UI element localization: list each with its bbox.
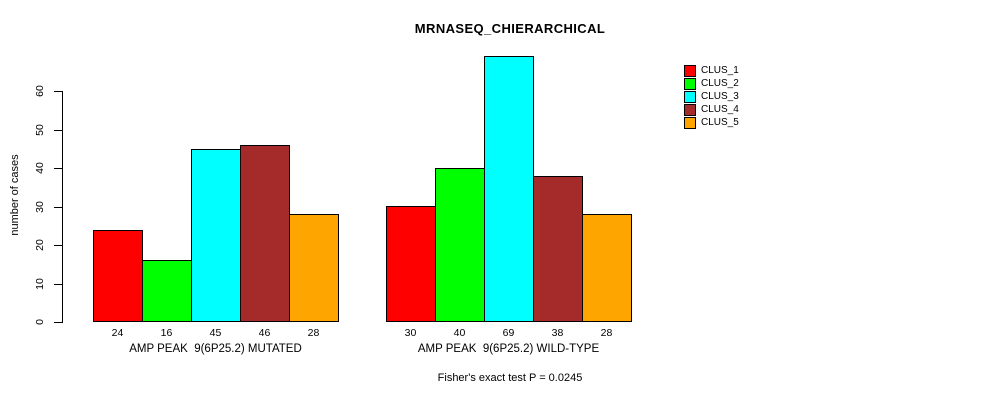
y-tick [54,168,62,169]
legend-label: CLUS_4 [701,104,739,115]
bar-value-label: 69 [502,327,515,339]
bar-value-label: 24 [111,327,124,339]
bar-value-label: 40 [453,327,466,339]
legend-item-clus_4: CLUS_4 [684,103,739,116]
bar-value-label: 30 [404,327,417,339]
y-tick-label: 20 [34,239,46,251]
bar-clus_4-group2 [533,176,583,322]
fisher-test-caption: Fisher's exact test P = 0.0245 [437,372,583,384]
bar-clus_4-group1 [240,145,290,322]
y-axis-line [62,91,63,323]
bar-value-label: 16 [160,327,173,339]
bar-value-label: 28 [600,327,613,339]
y-tick-label: 40 [34,162,46,174]
legend-swatch-icon [684,77,696,90]
y-tick-label: 0 [34,319,46,325]
bar-clus_3-group2 [484,56,534,322]
legend-swatch-icon [684,103,696,116]
y-tick-label: 30 [34,201,46,213]
group-label: AMP PEAK 9(6P25.2) WILD-TYPE [417,343,600,355]
bar-clus_2-group2 [435,168,485,322]
y-tick [54,245,62,246]
y-tick-label: 10 [34,278,46,290]
y-tick [54,284,62,285]
y-tick [54,130,62,131]
bar-value-label: 28 [307,327,320,339]
legend-item-clus_5: CLUS_5 [684,116,739,129]
bar-clus_1-group1 [93,230,143,322]
legend-item-clus_3: CLUS_3 [684,90,739,103]
y-tick [54,322,62,323]
legend-swatch-icon [684,90,696,103]
y-tick-label: 50 [34,124,46,136]
group-label: AMP PEAK 9(6P25.2) MUTATED [129,343,302,355]
y-tick-label: 60 [34,85,46,97]
legend-swatch-icon [684,116,696,129]
bar-clus_5-group2 [582,214,632,322]
bar-clus_3-group1 [191,149,241,322]
legend-item-clus_2: CLUS_2 [684,77,739,90]
legend: CLUS_1 CLUS_2 CLUS_3 CLUS_4 CLUS_5 [684,64,739,129]
legend-item-clus_1: CLUS_1 [684,64,739,77]
chart-title: MRNASEQ_CHIERARCHICAL [414,21,606,36]
bar-clus_2-group1 [142,260,192,322]
bar-clus_1-group2 [386,206,436,322]
legend-label: CLUS_3 [701,91,739,102]
legend-label: CLUS_2 [701,78,739,89]
bar-value-label: 38 [551,327,564,339]
legend-swatch-icon [684,64,696,77]
y-axis-title: number of cases [9,154,21,236]
y-tick [54,91,62,92]
y-tick [54,207,62,208]
bar-value-label: 46 [258,327,271,339]
bar-value-label: 45 [209,327,222,339]
legend-label: CLUS_1 [701,65,739,76]
legend-label: CLUS_5 [701,117,739,128]
bar-clus_5-group1 [289,214,339,322]
